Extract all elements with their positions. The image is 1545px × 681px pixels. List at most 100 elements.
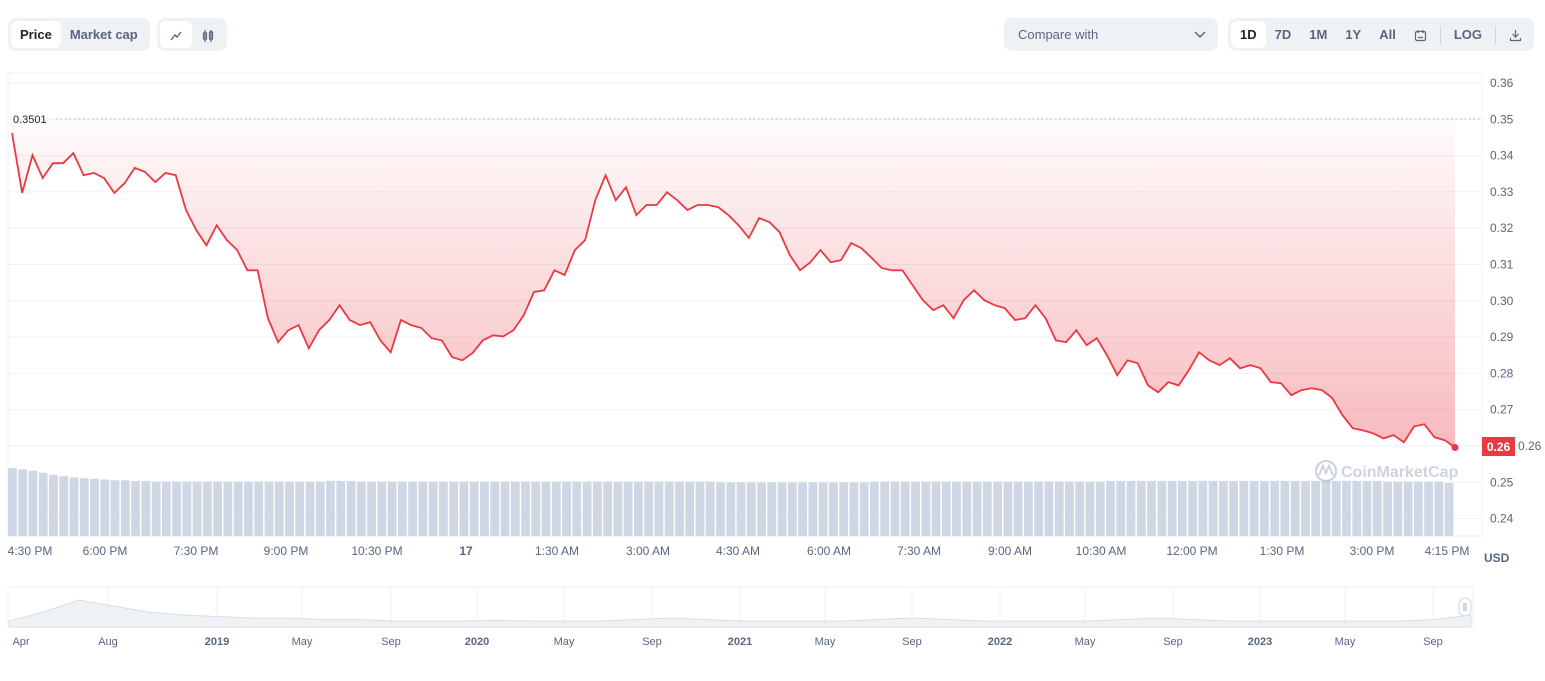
volume-bar [182,481,192,536]
range-1m[interactable]: 1M [1309,27,1328,42]
chart-type-toggle [157,18,227,51]
candlestick-icon [202,29,214,42]
volume-bar [264,481,274,536]
current-price-label: 0.26 [1487,440,1511,454]
range-1d[interactable]: 1D [1231,21,1266,48]
navigator-label: Aug [98,636,118,648]
range-selector: 1D 7D 1M 1Y All LOG [1228,18,1535,51]
calendar-icon [1414,30,1426,42]
volume-bar [1003,481,1013,536]
volume-bar [305,481,315,536]
volume-bar [736,482,746,536]
volume-bar [274,481,284,536]
range-7d[interactable]: 7D [1274,27,1292,42]
navigator-label: Apr [12,636,29,648]
volume-bar [398,481,407,536]
volume-bar [408,481,417,536]
volume-bar [972,481,982,536]
range-1y[interactable]: 1Y [1345,27,1362,42]
download-icon [1509,30,1522,42]
x-tick-label: 3:00 PM [1350,544,1395,558]
volume-bar [603,481,612,536]
volume-bar [551,481,561,536]
x-tick-label: 10:30 AM [1076,544,1127,558]
volume-bar [1167,480,1177,536]
volume-bar [654,481,664,536]
range-all[interactable]: All [1379,27,1396,42]
volume-bar [1085,481,1095,536]
navigator-label: May [1335,636,1356,648]
high-label: 0.3501 [13,114,47,126]
navigator[interactable]: Apr Aug 2019 May Sep 2020 May Sep 2021 May Sep 2022… [7,586,1474,648]
volume-bar [767,482,777,536]
navigator-label: Sep [902,636,922,648]
volume-bar [1362,480,1372,536]
volume-bar [1260,480,1269,536]
navigator-handle[interactable] [1458,597,1472,617]
chevron-down-icon [1194,30,1206,38]
volume-bar [1024,481,1033,536]
candlestick-chart-button[interactable] [192,21,224,48]
compare-with-dropdown[interactable]: Compare with [1004,18,1218,51]
volume-bar [213,481,222,536]
volume-bar [798,482,807,536]
x-tick-label: 7:30 AM [897,544,941,558]
y-tick-label: 0.27 [1490,403,1514,417]
x-tick-label: 1:30 PM [1260,544,1305,558]
download-button[interactable] [1500,21,1531,48]
volume-bar [777,482,787,536]
volume-bar [1095,481,1105,536]
volume-bar [315,481,325,536]
x-tick-label: 3:00 AM [626,544,670,558]
volume-bar [1116,480,1126,536]
volume-bar [1270,480,1280,536]
date-range-button[interactable] [1405,21,1436,48]
volume-bar [921,481,931,536]
x-tick-label: 17 [459,544,473,558]
line-chart-icon [170,31,182,40]
tab-price[interactable]: Price [11,21,61,48]
volume-bar [982,481,992,536]
volume-bar [100,479,110,536]
volume-bar [521,481,530,536]
y-tick-label: 0.28 [1490,366,1514,380]
navigator-label: Sep [1163,636,1183,648]
tab-market-cap[interactable]: Market cap [69,27,138,42]
volume-bar [1157,480,1167,536]
volume-bar [1414,481,1423,536]
volume-bar [1229,480,1238,536]
log-scale-button[interactable]: LOG [1453,27,1483,42]
y-tick-label: 0.29 [1490,330,1514,344]
volume-bar [377,481,387,536]
volume-bar [746,482,756,536]
volume-bar [1034,481,1043,536]
volume-bar [38,472,48,536]
volume-bar [572,481,582,536]
volume-bar [346,480,356,536]
volume-bar [787,482,797,536]
volume-bar [203,481,212,536]
volume-bar [356,481,366,536]
y-tick-label: 0.26 [1518,439,1542,453]
navigator-label: 2019 [205,636,229,648]
x-tick-label: 6:00 PM [83,544,128,558]
volume-bar [900,481,910,536]
x-tick-label: 4:30 PM [8,544,53,558]
volume-bar [1126,480,1136,536]
line-chart-button[interactable] [160,21,192,48]
navigator-label: 2023 [1248,636,1272,648]
volume-bar [459,481,469,536]
volume-bar [1424,481,1433,536]
volume-bar [295,481,305,536]
volume-bar [829,482,838,536]
navigator-label: May [554,636,575,648]
volume-bar [1434,481,1444,536]
volume-bar [931,481,941,536]
x-tick-label: 9:00 AM [988,544,1032,558]
volume-bar [1044,481,1054,536]
volume-bar [849,482,859,536]
volume-bar [90,478,99,536]
volume-bar [593,481,602,536]
volume-bar [962,481,972,536]
